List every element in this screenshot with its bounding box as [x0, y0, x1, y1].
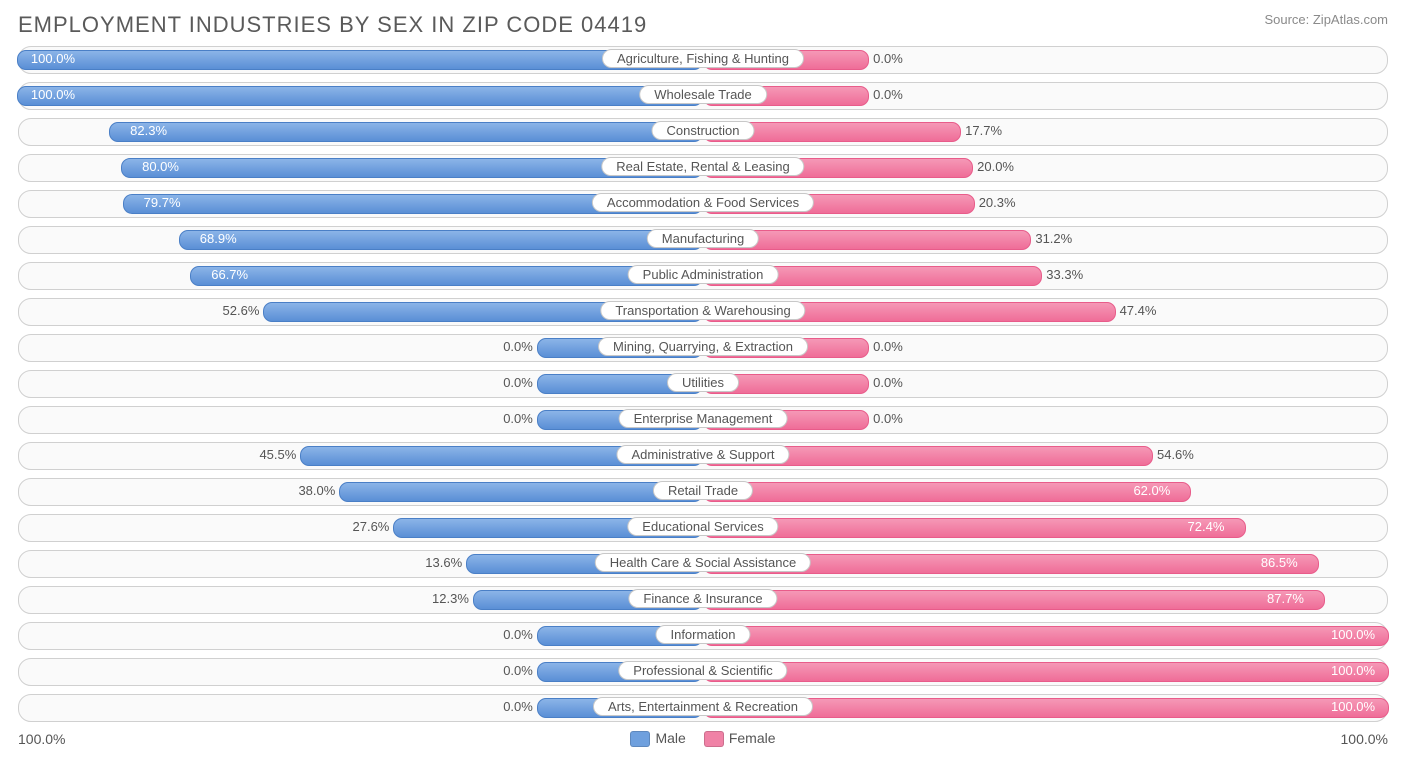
male-bar [179, 230, 703, 250]
row-label: Health Care & Social Assistance [595, 553, 811, 572]
female-swatch [704, 731, 724, 747]
table-row: 0.0% 0.0% Enterprise Management [18, 406, 1388, 434]
female-pct: 0.0% [873, 375, 903, 390]
row-label: Mining, Quarrying, & Extraction [598, 337, 808, 356]
male-bar [339, 482, 703, 502]
table-row: 82.3% 17.7% Construction [18, 118, 1388, 146]
row-label: Finance & Insurance [628, 589, 777, 608]
table-row: 66.7% 33.3% Public Administration [18, 262, 1388, 290]
row-label: Real Estate, Rental & Leasing [601, 157, 804, 176]
legend-female: Female [704, 730, 776, 747]
female-bar [703, 518, 1246, 538]
male-pct: 80.0% [142, 159, 179, 174]
male-bar [17, 86, 703, 106]
female-bar [703, 590, 1325, 610]
female-pct: 87.7% [1267, 591, 1304, 606]
male-pct: 0.0% [503, 699, 533, 714]
female-pct: 0.0% [873, 51, 903, 66]
female-pct: 20.3% [979, 195, 1016, 210]
table-row: 27.6% 72.4% Educational Services [18, 514, 1388, 542]
male-pct: 12.3% [432, 591, 469, 606]
male-pct: 0.0% [503, 627, 533, 642]
male-pct: 0.0% [503, 375, 533, 390]
male-pct: 0.0% [503, 411, 533, 426]
row-label: Accommodation & Food Services [592, 193, 814, 212]
female-pct: 100.0% [1331, 627, 1375, 642]
table-row: 52.6% 47.4% Transportation & Warehousing [18, 298, 1388, 326]
male-pct: 27.6% [353, 519, 390, 534]
female-pct: 100.0% [1331, 663, 1375, 678]
row-label: Agriculture, Fishing & Hunting [602, 49, 804, 68]
male-bar [190, 266, 703, 286]
row-label: Arts, Entertainment & Recreation [593, 697, 813, 716]
female-pct: 0.0% [873, 339, 903, 354]
female-pct: 33.3% [1046, 267, 1083, 282]
row-label: Retail Trade [653, 481, 753, 500]
chart-title: EMPLOYMENT INDUSTRIES BY SEX IN ZIP CODE… [18, 12, 647, 38]
axis-left-label: 100.0% [18, 731, 65, 747]
axis-right-label: 100.0% [1341, 731, 1388, 747]
row-label: Transportation & Warehousing [600, 301, 805, 320]
female-bar [703, 662, 1389, 682]
row-label: Wholesale Trade [639, 85, 767, 104]
female-pct: 0.0% [873, 411, 903, 426]
legend-male: Male [630, 730, 685, 747]
male-pct: 68.9% [200, 231, 237, 246]
male-pct: 0.0% [503, 339, 533, 354]
chart-footer: 100.0% Male Female 100.0% [18, 730, 1388, 747]
row-label: Enterprise Management [619, 409, 788, 428]
chart-source: Source: ZipAtlas.com [1264, 12, 1388, 27]
female-pct: 0.0% [873, 87, 903, 102]
table-row: 0.0% 100.0% Arts, Entertainment & Recreati… [18, 694, 1388, 722]
male-pct: 100.0% [31, 87, 75, 102]
female-pct: 86.5% [1261, 555, 1298, 570]
male-pct: 13.6% [425, 555, 462, 570]
female-pct: 47.4% [1120, 303, 1157, 318]
table-row: 100.0% 0.0% Wholesale Trade [18, 82, 1388, 110]
row-label: Administrative & Support [616, 445, 789, 464]
female-pct: 62.0% [1133, 483, 1170, 498]
female-pct: 54.6% [1157, 447, 1194, 462]
male-swatch [630, 731, 650, 747]
legend: Male Female [630, 730, 775, 747]
table-row: 0.0% 0.0% Mining, Quarrying, & Extraction [18, 334, 1388, 362]
table-row: 13.6% 86.5% Health Care & Social Assistanc… [18, 550, 1388, 578]
male-pct: 0.0% [503, 663, 533, 678]
male-pct: 45.5% [259, 447, 296, 462]
row-label: Construction [652, 121, 755, 140]
table-row: 12.3% 87.7% Finance & Insurance [18, 586, 1388, 614]
female-pct: 20.0% [977, 159, 1014, 174]
male-pct: 52.6% [223, 303, 260, 318]
row-label: Information [655, 625, 750, 644]
table-row: 0.0% 0.0% Utilities [18, 370, 1388, 398]
row-label: Manufacturing [647, 229, 759, 248]
male-pct: 82.3% [130, 123, 167, 138]
chart-header: EMPLOYMENT INDUSTRIES BY SEX IN ZIP CODE… [18, 12, 1388, 38]
row-label: Public Administration [628, 265, 779, 284]
row-label: Professional & Scientific [618, 661, 787, 680]
male-bar [109, 122, 703, 142]
table-row: 0.0% 100.0% Professional & Scientific [18, 658, 1388, 686]
diverging-bar-chart: 100.0% 0.0% Agriculture, Fishing & Hunting… [18, 46, 1388, 722]
table-row: 45.5% 54.6% Administrative & Support [18, 442, 1388, 470]
male-pct: 79.7% [144, 195, 181, 210]
row-label: Utilities [667, 373, 739, 392]
female-pct: 31.2% [1035, 231, 1072, 246]
female-bar [703, 626, 1389, 646]
male-pct: 38.0% [298, 483, 335, 498]
female-pct: 17.7% [965, 123, 1002, 138]
table-row: 68.9% 31.2% Manufacturing [18, 226, 1388, 254]
table-row: 79.7% 20.3% Accommodation & Food Services [18, 190, 1388, 218]
table-row: 80.0% 20.0% Real Estate, Rental & Leasing [18, 154, 1388, 182]
row-label: Educational Services [627, 517, 778, 536]
female-bar [703, 482, 1191, 502]
female-pct: 72.4% [1188, 519, 1225, 534]
table-row: 100.0% 0.0% Agriculture, Fishing & Hunting [18, 46, 1388, 74]
male-pct: 66.7% [211, 267, 248, 282]
table-row: 38.0% 62.0% Retail Trade [18, 478, 1388, 506]
table-row: 0.0% 100.0% Information [18, 622, 1388, 650]
male-bar [17, 50, 703, 70]
female-pct: 100.0% [1331, 699, 1375, 714]
male-pct: 100.0% [31, 51, 75, 66]
